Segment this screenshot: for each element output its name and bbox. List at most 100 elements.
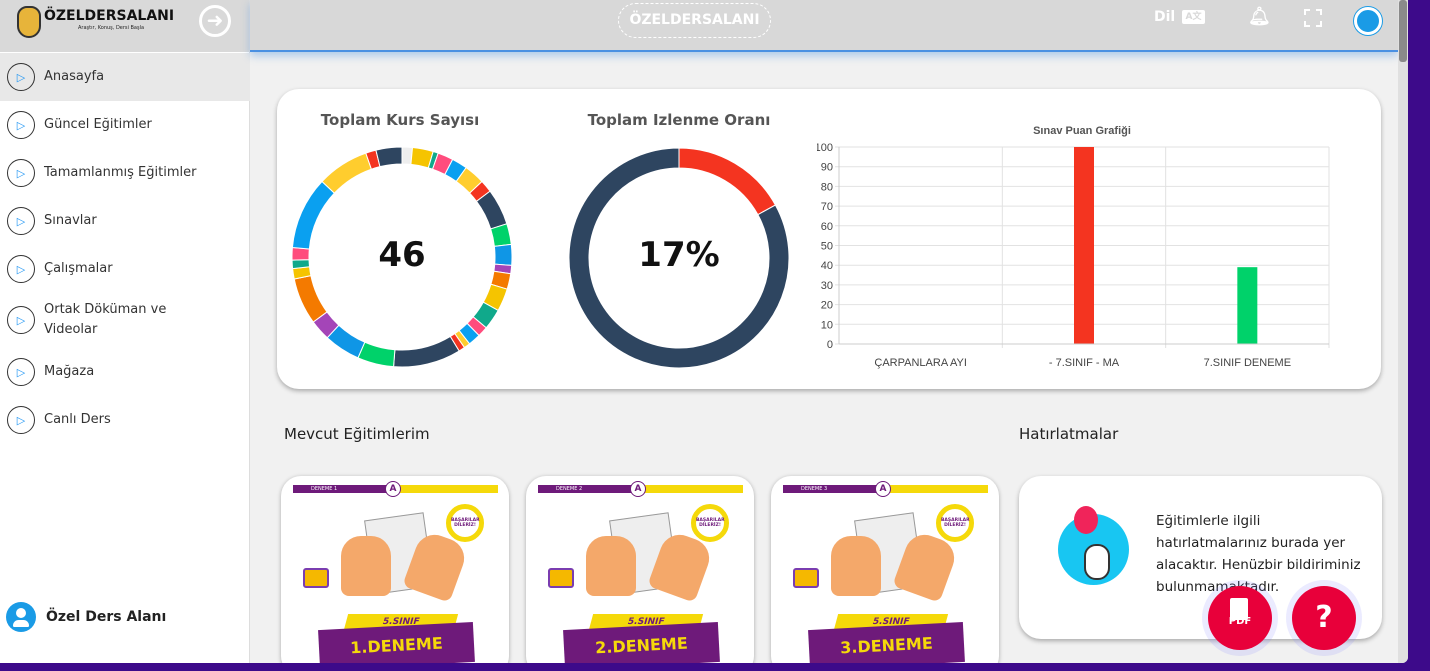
y-tick-label: 50 (821, 241, 833, 253)
x-tick-label: - 7.SINIF - MA (1049, 357, 1120, 369)
y-tick-label: 90 (821, 162, 833, 174)
hand-illustration (341, 536, 391, 596)
arrow-right-icon[interactable]: ➜ (199, 5, 231, 37)
user-avatar-icon (6, 602, 36, 632)
target-icon (303, 568, 329, 588)
bar[interactable] (1237, 267, 1258, 344)
fullscreen-icon[interactable] (1304, 9, 1322, 27)
courses-count-title: Toplam Kurs Sayısı (320, 111, 480, 129)
astronaut-illustration-icon (1058, 506, 1129, 585)
course-title: 2.DENEME SINAVI (563, 621, 720, 663)
success-banner: BAŞARILAR DİLERİZ! (691, 504, 729, 542)
sidebar-item-7[interactable]: ▷ Canlı Ders (0, 396, 250, 444)
hand-illustration (586, 536, 636, 596)
pdf-button[interactable]: PDF (1208, 586, 1272, 650)
donut-slice[interactable] (393, 335, 460, 367)
sidebar-item-label: Tamamlanmış Eğitimler (44, 165, 197, 180)
sidebar-item-6[interactable]: ▷ Mağaza (0, 348, 250, 396)
y-tick-label: 40 (821, 260, 833, 272)
courses-donut-chart (292, 147, 512, 367)
donut-slice[interactable] (321, 152, 373, 194)
sidebar-item-label: Sınavlar (44, 213, 97, 228)
x-tick-label: 7.SINIF DENEME (1204, 357, 1291, 369)
scrollbar[interactable] (1398, 0, 1408, 663)
sidebar-item-0[interactable]: ▷ Anasayfa (0, 53, 250, 101)
sidebar-item-label: Mağaza (44, 364, 95, 379)
profile-link[interactable]: Özel Ders Alanı (6, 602, 166, 632)
donut-slice[interactable] (293, 274, 328, 323)
course-tag: DENEME 3 (783, 485, 885, 493)
y-tick-label: 100 (817, 142, 833, 154)
pdf-label: PDF (1228, 616, 1252, 627)
donut-slice[interactable] (375, 147, 403, 168)
donut-slice[interactable] (493, 243, 512, 266)
exam-icon: ▷ (7, 207, 35, 235)
sidebar-item-1[interactable]: ▷ Güncel Eğitimler (0, 101, 250, 149)
sidebar-item-label: Ortak Döküman ve Videolar (44, 302, 167, 337)
bar-chart-title: Sınav Puan Grafiği (1033, 125, 1131, 137)
donut-slice[interactable] (292, 246, 310, 261)
home-icon: ▷ (7, 63, 35, 91)
folder-play-icon: ▷ (7, 306, 35, 334)
profile-label: Özel Ders Alanı (46, 609, 167, 625)
language-label[interactable]: Dil (1154, 9, 1176, 25)
user-account-icon[interactable] (1354, 7, 1382, 35)
y-tick-label: 60 (821, 221, 833, 233)
y-tick-label: 20 (821, 300, 833, 312)
course-letter: A (875, 481, 891, 497)
bar[interactable] (1074, 147, 1094, 344)
donut-slice[interactable] (292, 259, 311, 270)
sidebar-item-label: Anasayfa (44, 69, 105, 84)
watch-rate-donut-chart (569, 148, 789, 368)
course-title: 1.DENEME SINAVI (318, 621, 475, 663)
course-tag: DENEME 1 (293, 485, 395, 493)
document-icon: ▷ (7, 255, 35, 283)
course-title: 3.DENEME SINAVI (808, 621, 965, 663)
sidebar-item-label: Çalışmalar (44, 261, 113, 276)
sidebar: ÖZELDERSALANI Araştır, Konuş, Dersi Başl… (0, 0, 250, 663)
bell-icon[interactable]: 🔔︎ (1248, 6, 1271, 27)
sidebar-item-5[interactable]: ▷ Ortak Döküman ve Videolar (0, 293, 250, 347)
sidebar-item-2[interactable]: ▷ Tamamlanmış Eğitimler (0, 149, 250, 197)
play-circle-icon: ▷ (7, 111, 35, 139)
app-window: ÖZELDERSALANI Araştır, Konuş, Dersi Başl… (0, 0, 1408, 663)
y-tick-label: 0 (827, 339, 833, 351)
course-tag: DENEME 2 (538, 485, 640, 493)
hand-illustration (831, 536, 881, 596)
courses-count-value: 46 (378, 235, 426, 275)
donut-slice[interactable] (569, 148, 789, 368)
sidebar-item-label: Güncel Eğitimler (44, 117, 152, 132)
logo-area: ÖZELDERSALANI Araştır, Konuş, Dersi Başl… (0, 0, 249, 52)
y-tick-label: 70 (821, 201, 833, 213)
sidebar-item-4[interactable]: ▷ Çalışmalar (0, 245, 250, 293)
watch-rate-title: Toplam Izlenme Oranı (587, 111, 771, 129)
y-tick-label: 30 (821, 280, 833, 292)
sidebar-item-label: Canlı Ders (44, 412, 111, 427)
reminders-section-title: Hatırlatmalar (1019, 425, 1119, 443)
top-header: ÖZELDERSALANI Dil A文 🔔︎ (250, 0, 1398, 52)
course-letter: A (630, 481, 646, 497)
y-tick-label: 10 (821, 319, 833, 331)
translate-icon[interactable]: A文 (1182, 10, 1205, 24)
courses-section-title: Mevcut Eğitimlerim (284, 425, 430, 443)
stats-card: Toplam Kurs Sayısı 46 Toplam Izlenme Ora… (277, 89, 1381, 389)
watch-rate-value: 17% (638, 235, 720, 275)
target-icon (548, 568, 574, 588)
donut-slice[interactable] (292, 180, 336, 250)
brand-name: ÖZELDERSALANI (44, 8, 175, 24)
help-button[interactable]: ? (1292, 586, 1356, 650)
reminders-empty-text: Eğitimlerle ilgili hatırlatmalarınız bur… (1156, 513, 1361, 595)
live-play-icon: ▷ (7, 406, 35, 434)
donut-slice[interactable] (678, 148, 777, 216)
y-tick-label: 80 (821, 181, 833, 193)
shopping-bag-icon: ▷ (7, 358, 35, 386)
brand-slogan: Araştır, Konuş, Dersi Başla (78, 25, 145, 31)
header-brand-pill[interactable]: ÖZELDERSALANI (618, 3, 771, 38)
sidebar-item-3[interactable]: ▷ Sınavlar (0, 197, 250, 245)
course-letter: A (385, 481, 401, 497)
